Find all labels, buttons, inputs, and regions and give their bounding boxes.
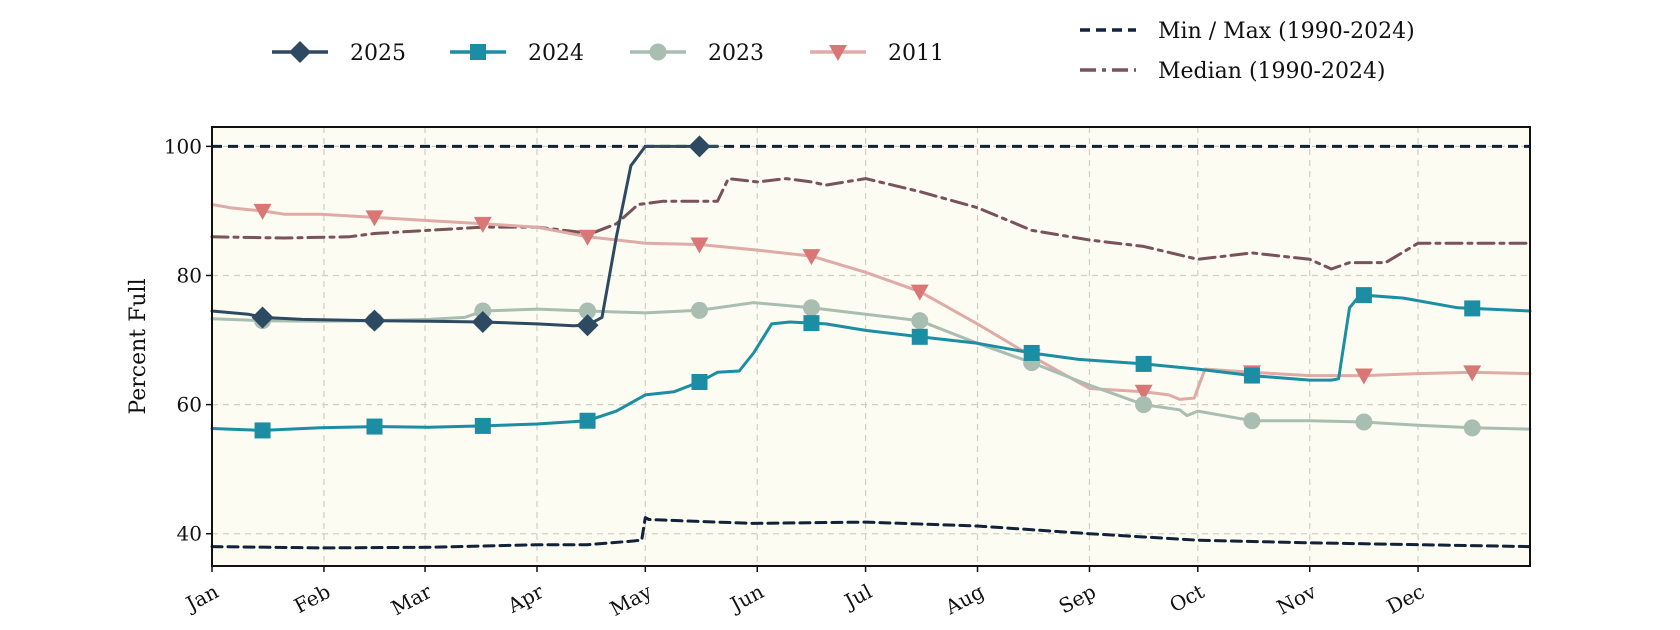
marker-2023-135 [690, 301, 708, 319]
x-tick-label-aug: Aug [940, 579, 988, 620]
series-line-median-1990-2024 [210, 177, 1532, 271]
marker-2025-45 [363, 309, 386, 332]
series-line-2025 [210, 144, 719, 328]
x-tick-label-oct: Oct [1165, 579, 1208, 617]
series-line-min-max-1990-2024 [210, 516, 1532, 550]
marker-2023-319 [1355, 413, 1373, 431]
y-tick-label-100: 100 [164, 134, 202, 158]
marker-2023-258 [1135, 396, 1153, 414]
marker-2024-135 [691, 374, 708, 391]
legend-marker-2025 [289, 41, 311, 63]
legend-label-median-1990-2024: Median (1990-2024) [1158, 59, 1386, 84]
x-tick-label-may: May [606, 579, 656, 621]
marker-2025-14 [251, 306, 274, 329]
legend-label-2011: 2011 [888, 41, 944, 66]
marker-2023-166 [802, 299, 820, 317]
marker-2025-75 [471, 310, 494, 333]
plot-frame [211, 126, 1531, 567]
legend-marker-2024 [470, 44, 486, 60]
marker-2011-196 [910, 284, 929, 301]
legend-label-min-max-1990-2024: Min / Max (1990-2024) [1158, 19, 1415, 44]
y-tick-label-60: 60 [177, 393, 202, 417]
x-tick-label-feb: Feb [290, 579, 334, 618]
x-tick-label-sep: Sep [1055, 579, 1100, 618]
y-tick-label-40: 40 [177, 522, 202, 546]
marker-2011-319 [1354, 368, 1373, 385]
marker-2024-349 [1464, 300, 1481, 317]
marker-2023-104 [579, 302, 597, 320]
x-tick-label-nov: Nov [1273, 579, 1321, 620]
x-tick-label-jul: Jul [839, 579, 876, 614]
marker-2011-258 [1134, 384, 1153, 401]
marker-2011-75 [473, 216, 492, 233]
marker-2011-166 [802, 249, 821, 266]
y-tick-label-80: 80 [177, 263, 202, 287]
x-axis-ticks: Jan Feb Mar Apr May Jun Jul Aug Sep Oct Nov Dec [180, 566, 1428, 621]
legend-item-2024: 2024 [450, 41, 584, 66]
marker-2024-196 [911, 328, 928, 345]
marker-2024-288 [1243, 367, 1260, 384]
marker-2011-104 [578, 229, 597, 246]
legend-label-2025: 2025 [350, 41, 406, 66]
x-tick-label-mar: Mar [387, 579, 436, 620]
legend-item-2023: 2023 [630, 41, 764, 66]
series-markers [251, 135, 1482, 439]
legend-item-min-max-1990-2024: Min / Max (1990-2024) [1080, 19, 1415, 44]
plot-background [212, 127, 1530, 566]
x-tick-label-apr: Apr [503, 579, 548, 618]
marker-2024-319 [1355, 287, 1372, 304]
legend-marker-2023 [649, 43, 667, 61]
y-axis-ticks: 40 60 80 100 [164, 134, 212, 546]
marker-2025-135 [688, 135, 711, 158]
marker-2023-349 [1463, 419, 1481, 437]
x-tick-label-jun: Jun [725, 579, 768, 617]
legend-item-median-1990-2024: Median (1990-2024) [1080, 59, 1386, 84]
x-tick-label-jan: Jan [180, 579, 222, 617]
series-line-2023 [210, 301, 1532, 431]
marker-2024-14 [254, 422, 271, 439]
marker-2024-227 [1023, 344, 1040, 361]
marker-2023-196 [911, 312, 929, 330]
marker-2011-14 [253, 203, 272, 220]
legend-item-2025: 2025 [272, 41, 406, 66]
legend-marker-2011 [829, 45, 847, 61]
marker-2024-166 [803, 315, 820, 332]
x-tick-label-dec: Dec [1383, 579, 1429, 619]
marker-2024-75 [474, 417, 491, 434]
chart-legend: 2025 2024 2023 2011 Min / Max (1990-2024) Med… [272, 19, 1415, 84]
legend-label-2023: 2023 [708, 41, 764, 66]
marker-2024-104 [579, 412, 596, 429]
legend-item-2011: 2011 [810, 41, 944, 66]
marker-2024-45 [366, 418, 383, 435]
marker-2024-258 [1135, 355, 1152, 372]
marker-2011-349 [1463, 365, 1482, 382]
marker-2011-135 [690, 237, 709, 254]
marker-2025-104 [576, 314, 599, 337]
legend-label-2024: 2024 [528, 41, 584, 66]
marker-2011-45 [365, 210, 384, 227]
marker-2023-288 [1243, 412, 1261, 430]
y-axis-label: Percent Full [126, 278, 151, 414]
gridlines [212, 127, 1530, 566]
